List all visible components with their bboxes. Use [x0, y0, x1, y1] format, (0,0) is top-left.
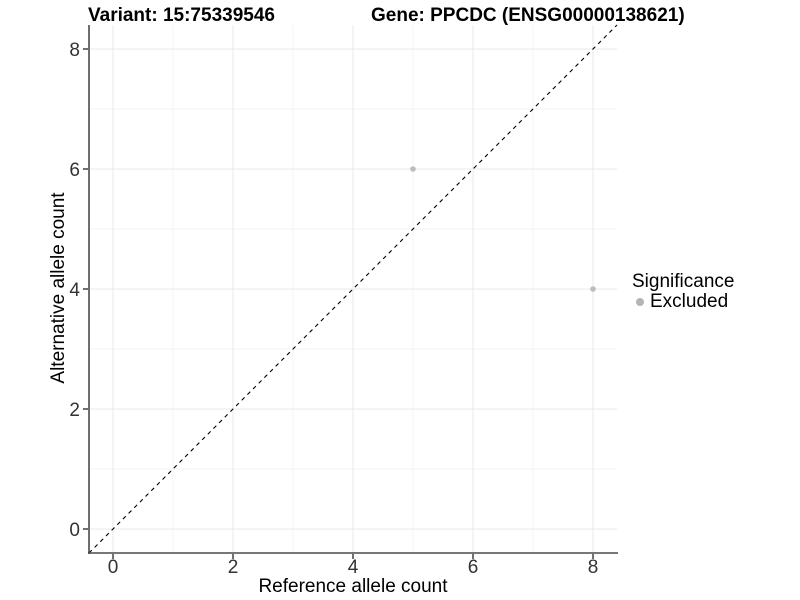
plot-title-gene: Gene: PPCDC (ENSG00000138621) — [371, 5, 685, 26]
legend-item-label: Excluded — [650, 291, 729, 312]
legend-key-dot-icon — [636, 298, 644, 306]
legend-item-excluded: Excluded — [632, 292, 734, 312]
y-tick-label: 8 — [69, 40, 80, 61]
legend: Significance Excluded — [632, 271, 734, 312]
x-tick-label: 8 — [588, 557, 599, 578]
legend-title: Significance — [632, 271, 735, 292]
x-tick-label: 6 — [468, 557, 479, 578]
x-tick-label: 0 — [108, 557, 119, 578]
data-point — [410, 166, 416, 172]
y-axis-title: Alternative allele count — [48, 192, 69, 384]
x-axis-title: Reference allele count — [258, 576, 448, 597]
data-point — [590, 286, 596, 292]
x-tick-label: 2 — [228, 557, 239, 578]
x-tick-label: 4 — [348, 557, 359, 578]
plot-title-variant: Variant: 15:75339546 — [88, 5, 275, 26]
y-tick-label: 2 — [69, 400, 80, 421]
y-tick-label: 0 — [69, 520, 80, 541]
y-tick-label: 4 — [69, 280, 80, 301]
y-tick-label: 6 — [69, 160, 80, 181]
